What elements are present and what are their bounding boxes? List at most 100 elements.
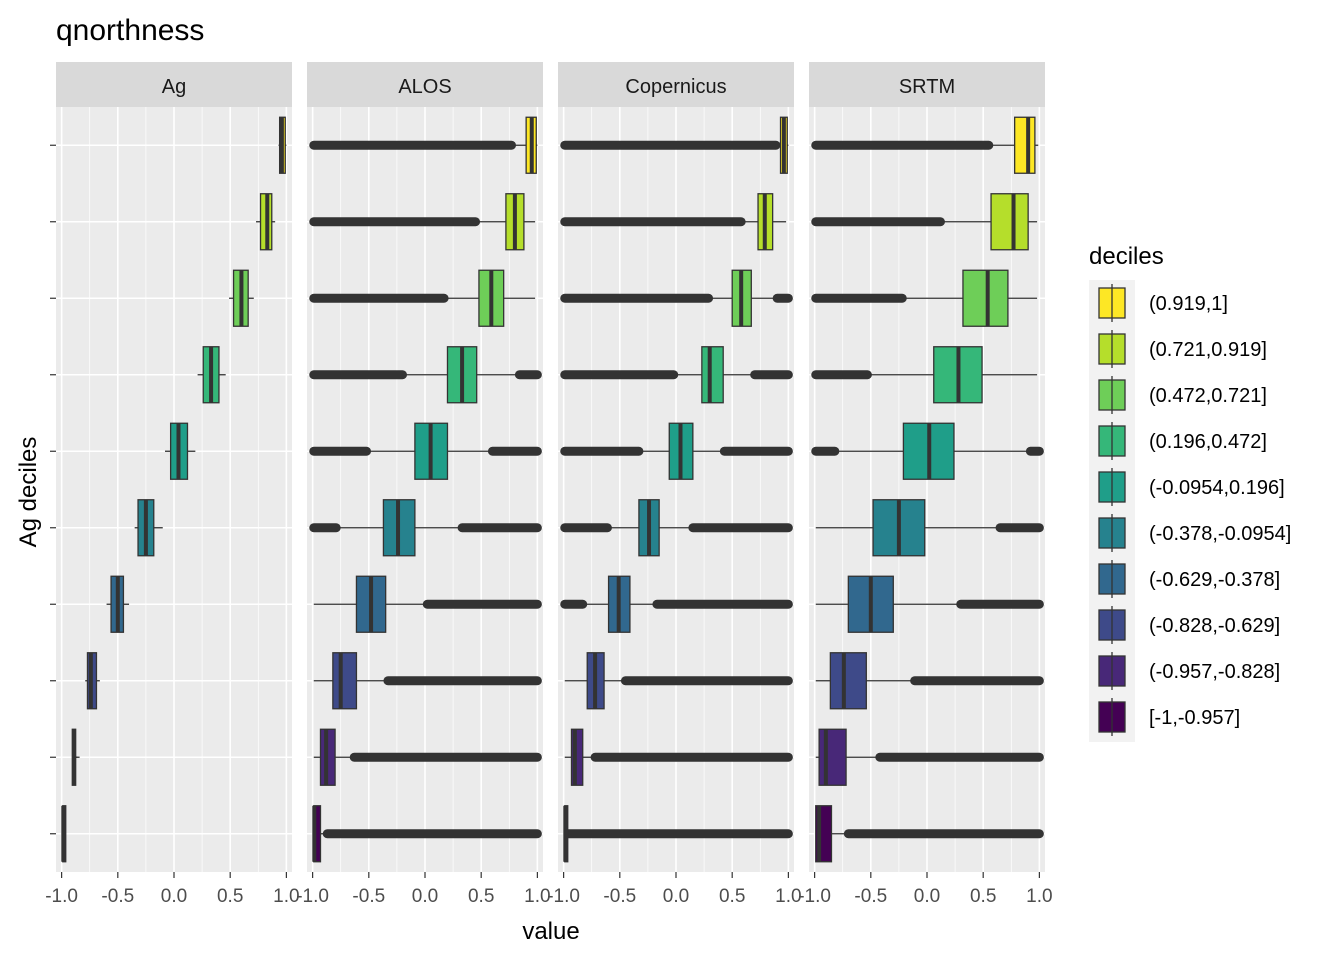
legend-label: (0.919,1] [1149,293,1228,315]
legend-entry: (0.472,0.721] [1098,376,1267,414]
legend-label: (-0.0954,0.196] [1149,477,1285,499]
box-ag-1 [71,728,80,786]
x-tick-label: 0.0 [663,886,689,907]
strip-srtm [809,62,1045,107]
box-srtm-8 [811,193,1038,251]
box-ag-9 [278,116,287,174]
iqr-box [818,728,847,786]
legend-entry: (-0.828,-0.629] [1098,606,1280,644]
box-ag-6 [197,346,226,404]
box-srtm-2 [815,652,1044,710]
box-srtm-9 [811,116,1039,174]
strip-label: Ag [162,76,186,98]
legend-label: (-0.378,-0.0954] [1149,523,1291,545]
iqr-box [570,728,584,786]
legend-entry: (-0.957,-0.828] [1098,652,1280,690]
x-tick-label: -1.0 [547,886,580,907]
facet-panels: Ag -1.0 -0.5 0.0 0.5 1.0 ALOS -1.0 -0.5 0.0 0.5 1.0… [45,62,1053,907]
x-tick-label: -1.0 [296,886,329,907]
box-ag-0 [61,805,67,863]
legend-entry: (0.919,1] [1098,284,1228,322]
legend-entry: (-0.629,-0.378] [1098,560,1280,598]
legend-entry: (0.196,0.472] [1098,422,1267,460]
legend: deciles (0.919,1] (0.721,0.919] (0.472,0.7… [1089,243,1291,742]
box-srtm-6 [811,346,1038,404]
box-alos-9 [309,116,538,174]
panel-alos: ALOS -1.0 -0.5 0.0 0.5 1.0 [296,62,551,907]
iqr-box [962,269,1009,327]
box-copernicus-9 [560,116,789,174]
box-alos-0 [312,805,542,863]
box-copernicus-6 [560,346,793,404]
box-copernicus-5 [560,422,793,480]
panel-srtm: SRTM -1.0 -0.5 0.0 0.5 1.0 [798,62,1053,907]
x-tick-label: 0.5 [970,886,996,907]
box-copernicus-1 [564,728,793,786]
box-srtm-7 [811,269,1038,327]
box-copernicus-0 [563,805,793,863]
box-ag-2 [85,652,100,710]
box-copernicus-3 [560,575,793,633]
legend-label: (-0.957,-0.828] [1149,661,1280,683]
box-srtm-1 [815,728,1044,786]
x-tick-label: 0.0 [161,886,187,907]
legend-entry: (0.721,0.919] [1098,330,1267,368]
x-tick-label: -1.0 [45,886,78,907]
box-srtm-0 [815,805,1044,863]
box-alos-6 [309,346,542,404]
strip-label: Copernicus [625,76,726,98]
x-tick-label: 1.0 [524,886,550,907]
box-alos-5 [309,422,542,480]
box-alos-4 [309,499,542,557]
legend-title: deciles [1089,243,1164,270]
legend-label: (-0.629,-0.378] [1149,569,1280,591]
box-ag-8 [256,193,276,251]
iqr-box [829,652,867,710]
x-tick-label: 0.5 [719,886,745,907]
box-srtm-4 [815,499,1044,557]
iqr-box [332,652,358,710]
iqr-box [701,346,724,404]
legend-label: (-0.828,-0.629] [1149,615,1280,637]
box-srtm-5 [811,422,1044,480]
x-tick-label: -1.0 [798,886,831,907]
legend-label: (0.472,0.721] [1149,385,1267,407]
x-tick-label: -0.5 [352,886,385,907]
box-ag-5 [165,422,196,480]
strip-ag [56,62,292,107]
box-copernicus-4 [560,499,793,557]
panel-copernicus: Copernicus -1.0 -0.5 0.0 0.5 1.0 [547,62,802,907]
box-ag-3 [106,575,130,633]
x-tick-label: 1.0 [273,886,299,907]
strip-label: ALOS [398,76,451,98]
box-copernicus-2 [564,652,793,710]
strip-copernicus [558,62,794,107]
box-ag-7 [229,269,254,327]
iqr-box [990,193,1029,251]
x-tick-label: 0.5 [217,886,243,907]
box-copernicus-8 [560,193,787,251]
x-tick-label: 1.0 [775,886,801,907]
panel-ag: Ag -1.0 -0.5 0.0 0.5 1.0 [45,62,300,907]
x-tick-label: -0.5 [854,886,887,907]
box-alos-2 [313,652,542,710]
box-ag-4 [134,499,163,557]
legend-label: [-1,-0.957] [1149,707,1240,729]
x-tick-label: -0.5 [603,886,636,907]
strip-label: SRTM [899,76,955,98]
box-alos-3 [313,575,542,633]
x-tick-label: 0.0 [914,886,940,907]
box-alos-7 [309,269,536,327]
y-axis-title: Ag deciles [15,437,42,548]
legend-entry: (-0.378,-0.0954] [1098,514,1291,552]
x-tick-label: 0.0 [412,886,438,907]
x-axis-title: value [522,918,579,945]
legend-label: (0.721,0.919] [1149,339,1267,361]
box-srtm-3 [815,575,1044,633]
box-copernicus-7 [560,269,793,327]
chart-title: qnorthness [56,14,204,47]
legend-items: (0.919,1] (0.721,0.919] (0.472,0.721] (0.19… [1098,284,1291,736]
iqr-box [1014,116,1036,174]
legend-entry: (-0.0954,0.196] [1098,468,1285,506]
